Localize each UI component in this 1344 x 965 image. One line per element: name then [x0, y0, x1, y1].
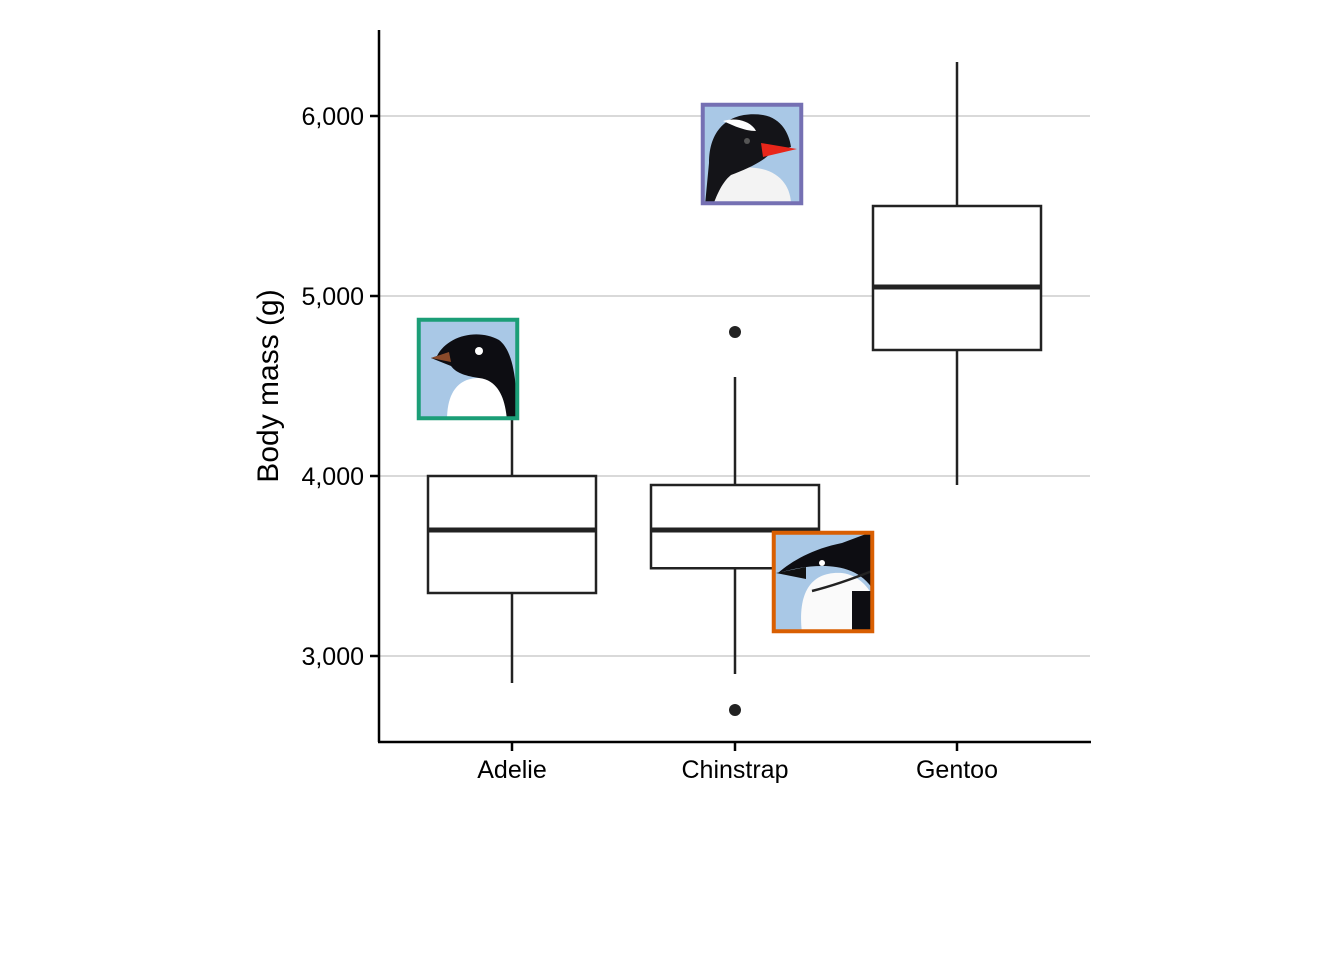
penguin-image-adelie — [416, 317, 520, 421]
y-tick-label: 5,000 — [301, 283, 364, 311]
penguin-eye — [744, 138, 750, 144]
box-chinstrap — [649, 326, 821, 716]
y-axis-label: Body mass (g) — [252, 289, 285, 482]
iqr-box — [871, 204, 1043, 352]
penguin-beak — [431, 352, 451, 362]
penguin-cap — [778, 531, 874, 591]
outlier-point — [729, 704, 741, 716]
penguin-head — [431, 334, 517, 420]
ticks: 3,000 4,000 5,000 6,000 Adelie Chinstrap Gento… — [301, 103, 998, 784]
iqr-box — [426, 474, 598, 595]
x-tick-label: Gentoo — [916, 756, 998, 784]
penguin-neck — [852, 591, 874, 633]
penguin-image-gentoo — [700, 102, 804, 206]
penguin-eye — [819, 560, 825, 566]
box-adelie — [426, 336, 598, 683]
boxes — [426, 62, 1043, 716]
y-tick-label: 3,000 — [301, 643, 364, 671]
x-tick-label: Chinstrap — [682, 756, 789, 784]
image-border — [416, 317, 520, 421]
box-gentoo — [871, 62, 1043, 485]
image-border — [771, 530, 875, 634]
penguin-eye-patch — [723, 119, 756, 131]
x-tick-label: Adelie — [477, 756, 547, 784]
penguin-images — [416, 102, 875, 634]
penguin-chinstrap — [811, 569, 873, 593]
y-tick-label: 4,000 — [301, 463, 364, 491]
penguin-eye — [475, 347, 483, 355]
penguin-beak — [776, 567, 806, 579]
y-tick-label: 6,000 — [301, 103, 364, 131]
penguin-chest — [447, 378, 509, 420]
image-border — [700, 102, 804, 206]
penguin-image-chinstrap — [771, 530, 875, 634]
penguin-beak — [761, 143, 797, 157]
penguin-head — [705, 114, 791, 205]
outlier-point — [729, 326, 741, 338]
penguin-chest — [711, 167, 791, 205]
